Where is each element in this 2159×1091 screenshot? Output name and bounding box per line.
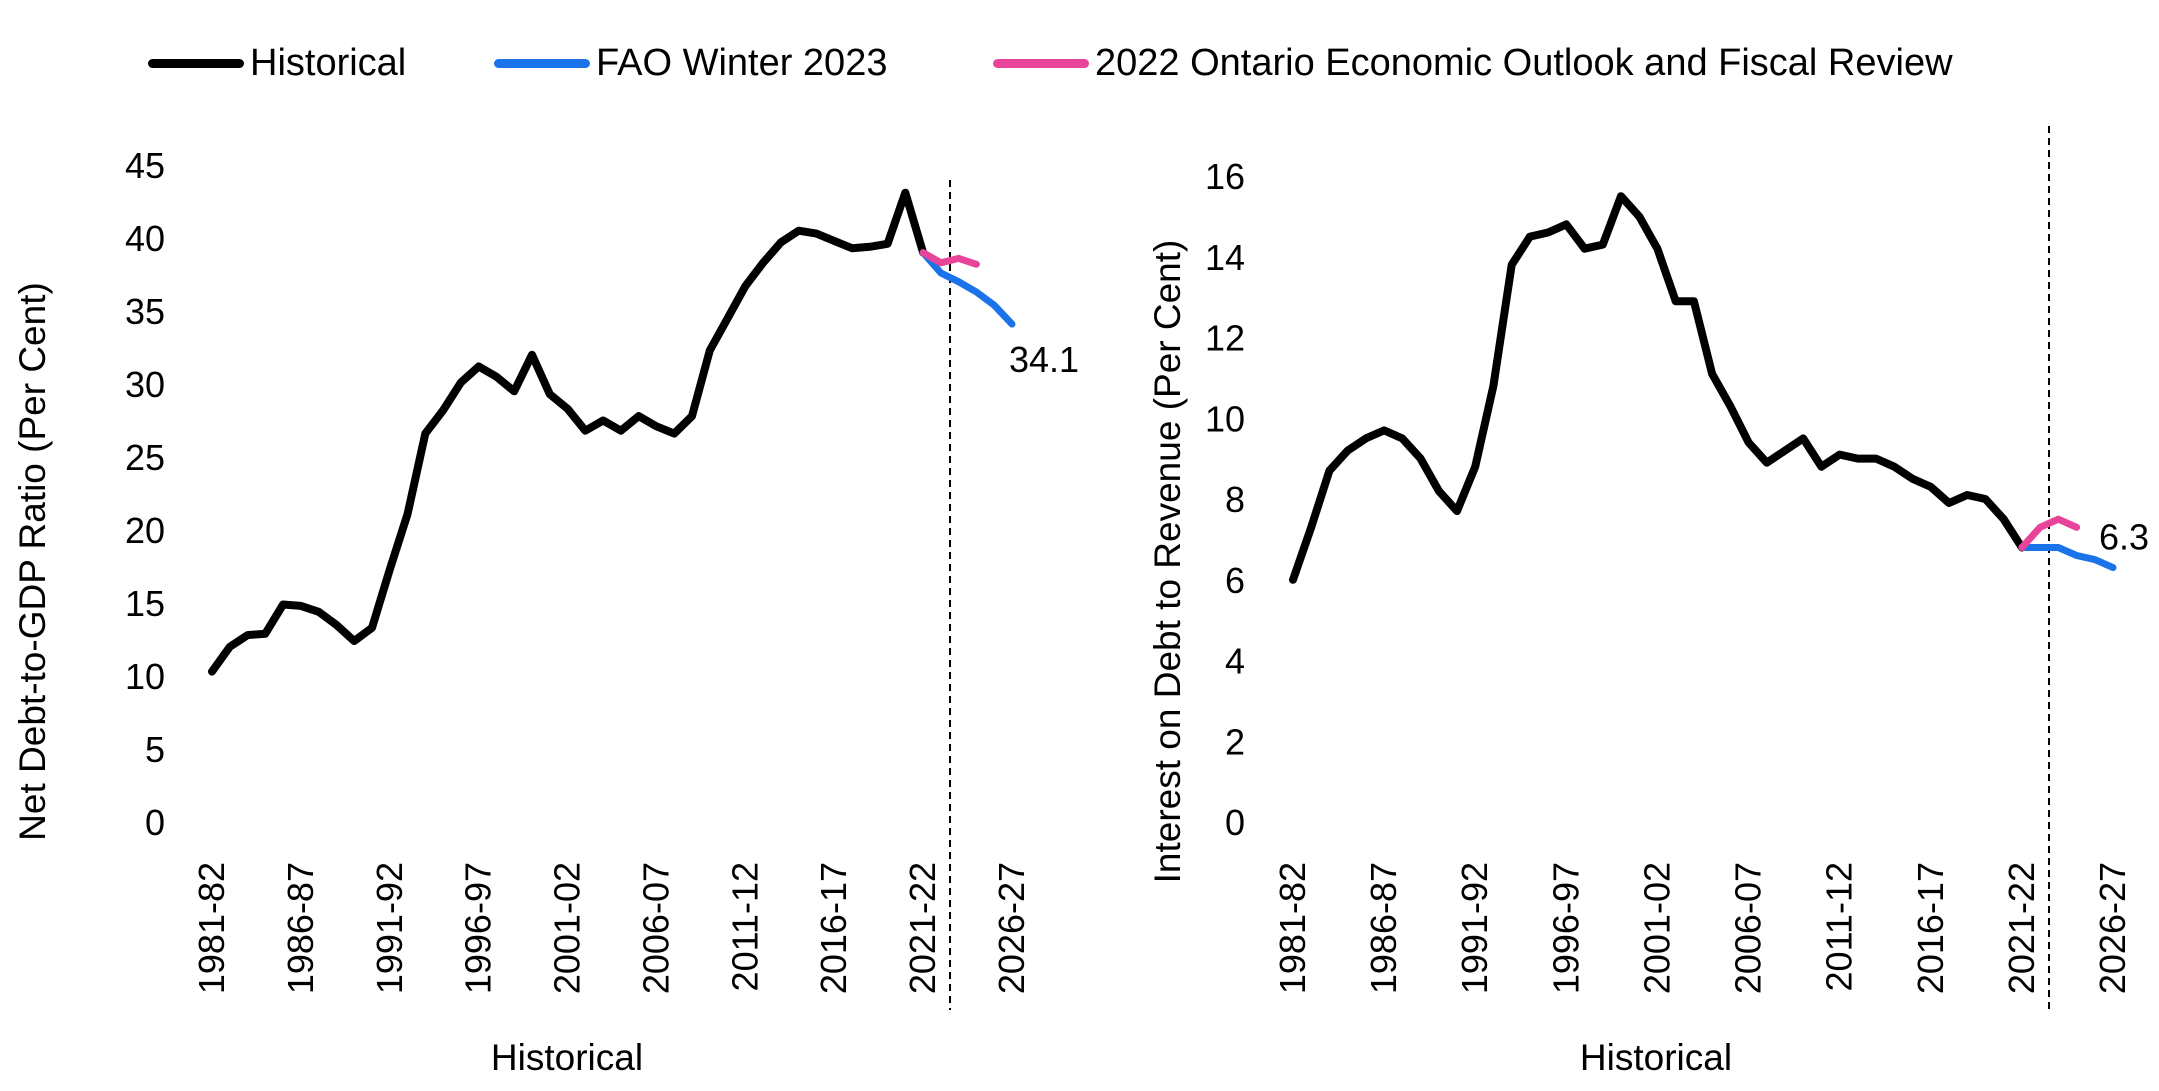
- legend-label-historical: Historical: [250, 41, 407, 84]
- y-tick-label: 35: [125, 291, 165, 332]
- x-tick-label: 1986-87: [280, 862, 321, 994]
- x-tick-label: 1991-92: [369, 862, 410, 994]
- y-tick-label: 45: [125, 145, 165, 186]
- y-tick-label: 0: [1225, 802, 1245, 843]
- x-tick-label: 2016-17: [813, 862, 854, 994]
- x-tick-label: 1991-92: [1454, 862, 1495, 994]
- series-line-historical: [1289, 192, 2026, 584]
- x-tick-label: 1986-87: [1363, 862, 1404, 994]
- x-tick-label: 2011-12: [1819, 862, 1860, 991]
- y-axis-label: Interest on Debt to Revenue (Per Cent): [1147, 240, 1188, 884]
- x-tick-label: 2021-22: [902, 862, 943, 994]
- x-tick-label: 2026-27: [2092, 862, 2133, 994]
- series-line-ontario: [919, 249, 980, 268]
- legend-label-ontario: 2022 Ontario Economic Outlook and Fiscal…: [1095, 41, 1953, 84]
- series-line-ontario: [2018, 515, 2081, 551]
- x-tick-label: 1996-97: [458, 862, 499, 994]
- legend-swatch-ontario: [993, 58, 1089, 68]
- y-tick-label: 2: [1225, 721, 1245, 762]
- x-tick-label: 1996-97: [1545, 862, 1586, 994]
- end-value-label: 6.3: [2099, 517, 2149, 558]
- legend-label-fao: FAO Winter 2023: [596, 41, 888, 84]
- x-axis-label: Historical: [491, 1037, 643, 1078]
- y-tick-label: 0: [145, 802, 165, 843]
- series-line-historical: [208, 188, 928, 676]
- y-tick-label: 15: [125, 583, 165, 624]
- y-tick-label: 5: [145, 729, 165, 770]
- y-tick-label: 20: [125, 510, 165, 551]
- legend-swatch-historical: [148, 58, 244, 68]
- x-tick-label: 2016-17: [1910, 862, 1951, 994]
- y-tick-label: 30: [125, 364, 165, 405]
- series-line-fao: [919, 249, 1016, 328]
- end-value-label: 34.1: [1009, 339, 1079, 380]
- y-tick-label: 10: [1205, 398, 1245, 439]
- x-axis-label: Historical: [1580, 1037, 1732, 1078]
- y-tick-label: 14: [1205, 237, 1245, 278]
- y-tick-label: 25: [125, 437, 165, 478]
- chart-legend: Historical FAO Winter 2023 2022 Ontario …: [0, 28, 2159, 98]
- legend-item-fao: FAO Winter 2023: [494, 28, 887, 98]
- legend-item-ontario: 2022 Ontario Economic Outlook and Fiscal…: [993, 28, 1953, 98]
- y-tick-label: 10: [125, 656, 165, 697]
- y-tick-label: 12: [1205, 318, 1245, 359]
- x-tick-label: 2011-12: [724, 862, 765, 991]
- x-tick-label: 2021-22: [2001, 862, 2042, 994]
- y-tick-label: 4: [1225, 641, 1245, 682]
- legend-item-historical: Historical: [148, 28, 406, 98]
- x-tick-label: 2006-07: [635, 862, 676, 994]
- x-tick-label: 1981-82: [1272, 862, 1313, 994]
- x-tick-label: 2001-02: [547, 862, 588, 994]
- x-tick-label: 1981-82: [191, 862, 232, 994]
- legend-swatch-fao: [494, 58, 590, 68]
- y-axis-label: Net Debt-to-GDP Ratio (Per Cent): [12, 282, 53, 841]
- series-line-fao: [2018, 544, 2117, 572]
- y-tick-label: 6: [1225, 560, 1245, 601]
- y-tick-label: 8: [1225, 479, 1245, 520]
- x-tick-label: 2006-07: [1728, 862, 1769, 994]
- y-tick-label: 16: [1205, 156, 1245, 197]
- x-tick-label: 2001-02: [1636, 862, 1677, 994]
- x-tick-label: 2026-27: [991, 862, 1032, 994]
- y-tick-label: 40: [125, 218, 165, 259]
